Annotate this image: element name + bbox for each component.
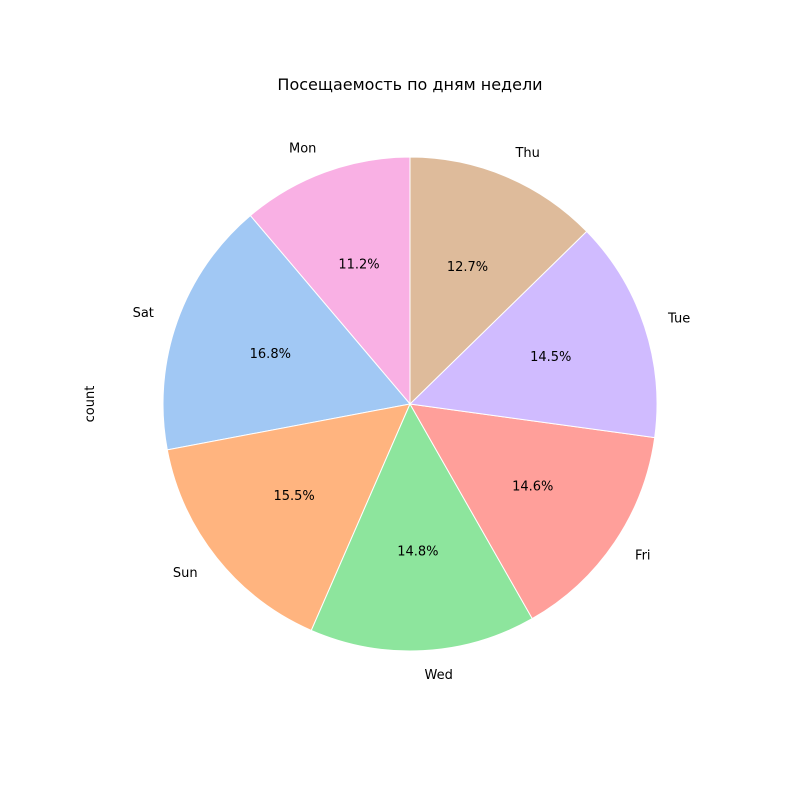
pie-slice-mon [249,156,411,406]
percent-label-tue: 14.5% [530,350,571,365]
pie-slice-wed [310,402,533,652]
percent-label-mon: 11.2% [338,257,379,272]
pie-slice-sun [166,403,411,632]
chart-title: Посещаемость по дням недели [277,75,542,94]
y-axis-label: count [83,386,98,423]
percent-label-thu: 12.7% [447,260,488,275]
pie-labels: 11.2% Mon 16.8% Sat 15.5% Sun 14.8% Wed 14.6% Fri… [133,141,691,682]
percent-label-sat: 16.8% [250,347,291,362]
category-label-fri: Fri [635,549,651,564]
percent-label-sun: 15.5% [273,489,314,504]
pie-slices [162,156,658,652]
category-label-wed: Wed [424,668,452,683]
category-label-thu: Thu [514,146,539,161]
pie-slice-tue [408,230,658,439]
percent-label-wed: 14.8% [397,544,438,559]
pie-slice-fri [409,403,656,620]
category-label-sun: Sun [173,566,198,581]
category-label-tue: Tue [667,311,690,326]
pie-slice-thu [409,156,588,406]
category-label-sat: Sat [133,306,154,321]
pie-slice-sat [162,214,411,451]
category-label-mon: Mon [289,141,316,156]
percent-label-fri: 14.6% [512,480,553,495]
